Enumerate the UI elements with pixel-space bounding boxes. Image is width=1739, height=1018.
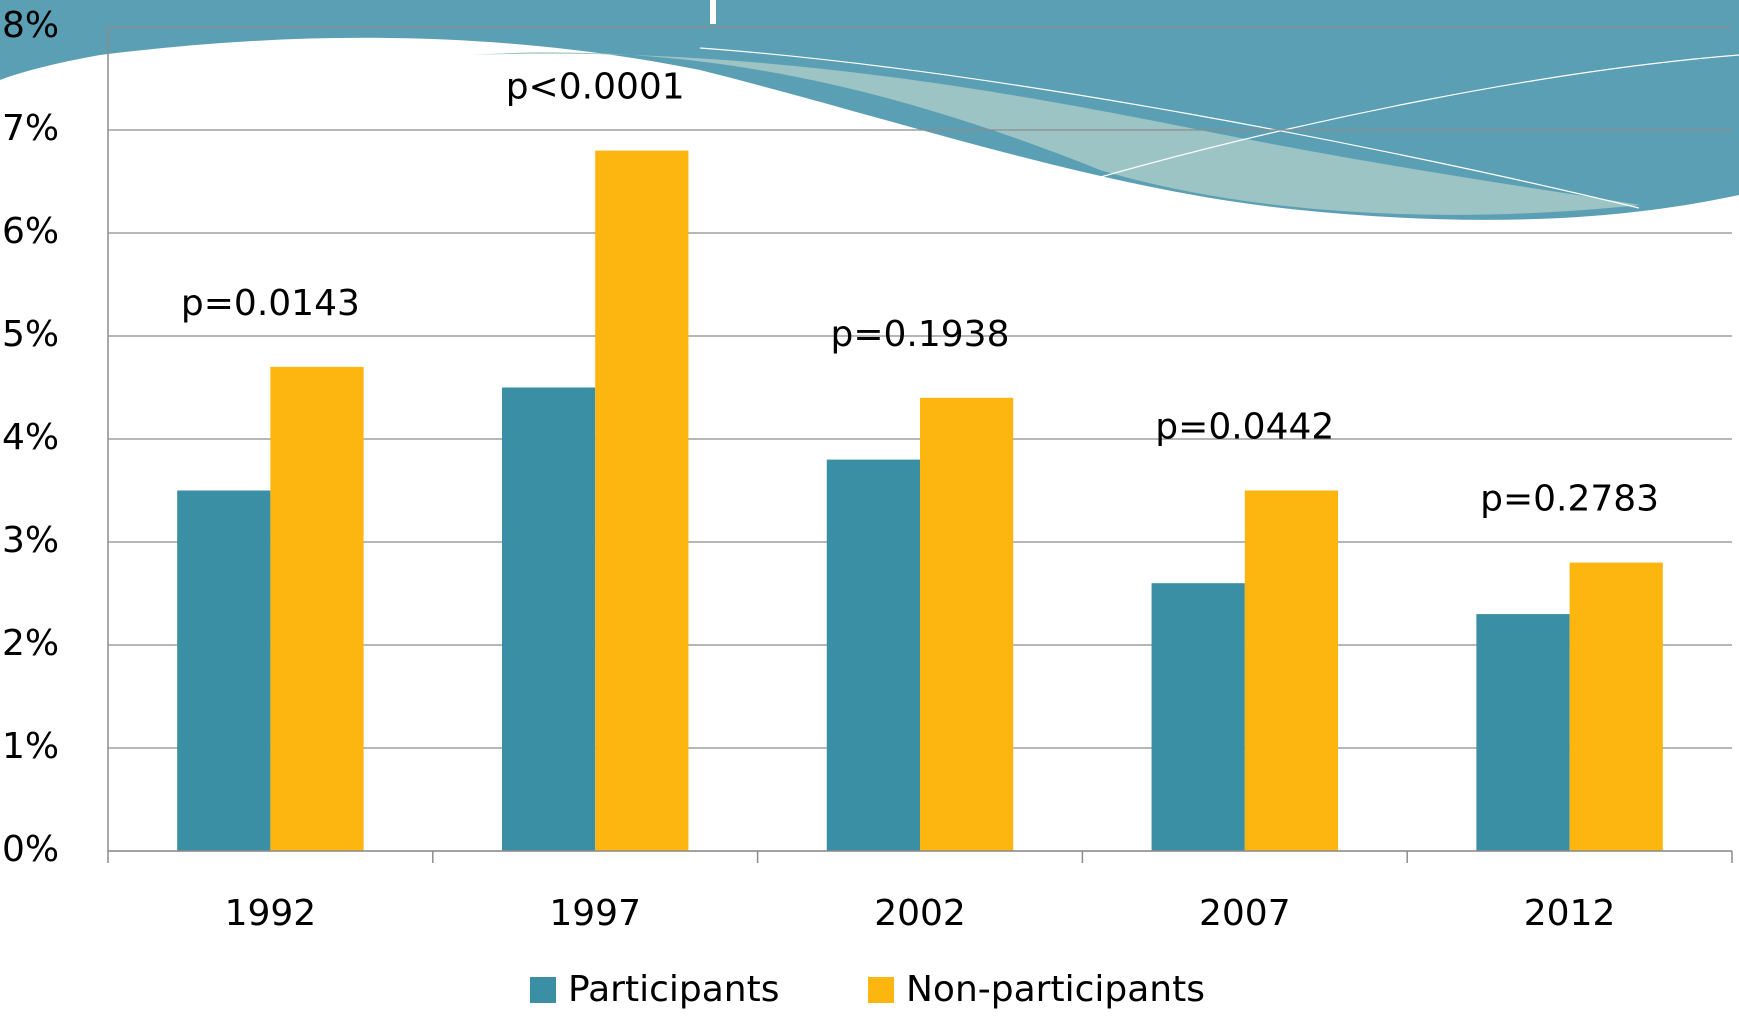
y-tick-label: 3% xyxy=(2,520,59,561)
y-tick-label: 5% xyxy=(2,314,59,355)
annotation: p=0.0442 xyxy=(1155,407,1334,448)
x-tick-label: 2002 xyxy=(874,893,966,934)
bar xyxy=(920,398,1013,851)
legend-label: Participants xyxy=(568,969,779,1010)
y-tick-label: 8% xyxy=(2,5,59,46)
annotation: p=0.2783 xyxy=(1480,479,1659,520)
chart: 0% 1% 2% 3% 4% 5% 6% 7% 8% 1992 p=0.0143 1997 p<0.00… xyxy=(0,0,1739,1018)
bar xyxy=(270,367,363,851)
annotation: p=0.0143 xyxy=(181,283,360,324)
bar xyxy=(1152,583,1245,851)
x-tick-label: 2007 xyxy=(1199,893,1291,934)
bar xyxy=(595,151,688,851)
x-tick-label: 2012 xyxy=(1524,893,1616,934)
annotation: p<0.0001 xyxy=(506,67,685,108)
legend-label: Non-participants xyxy=(906,969,1205,1010)
bar xyxy=(1476,614,1569,851)
y-tick-label: 1% xyxy=(2,726,59,767)
bar xyxy=(827,460,920,851)
bar xyxy=(1245,491,1338,852)
bar xyxy=(177,491,270,852)
x-tick-label: 1997 xyxy=(549,893,641,934)
background-wave xyxy=(0,0,1739,220)
x-tick-label: 1992 xyxy=(225,893,317,934)
y-tick-label: 6% xyxy=(2,211,59,252)
bar xyxy=(1570,563,1663,851)
annotation: p=0.1938 xyxy=(831,314,1010,355)
legend-swatch xyxy=(868,977,894,1003)
y-tick-label: 0% xyxy=(2,829,59,870)
bar xyxy=(502,388,595,852)
y-tick-label: 2% xyxy=(2,623,59,664)
legend-swatch xyxy=(530,977,556,1003)
y-tick-label: 7% xyxy=(2,108,59,149)
y-tick-label: 4% xyxy=(2,417,59,458)
